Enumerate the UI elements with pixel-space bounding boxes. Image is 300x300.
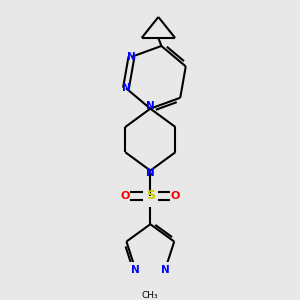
- Text: N: N: [146, 168, 155, 178]
- Text: O: O: [171, 191, 180, 201]
- Text: S: S: [146, 189, 155, 202]
- Text: N: N: [131, 265, 140, 275]
- Text: N: N: [161, 265, 170, 275]
- Text: N: N: [127, 52, 136, 62]
- Text: CH₃: CH₃: [142, 291, 158, 300]
- Text: N: N: [122, 83, 130, 93]
- Text: O: O: [121, 191, 130, 201]
- Text: N: N: [146, 101, 155, 111]
